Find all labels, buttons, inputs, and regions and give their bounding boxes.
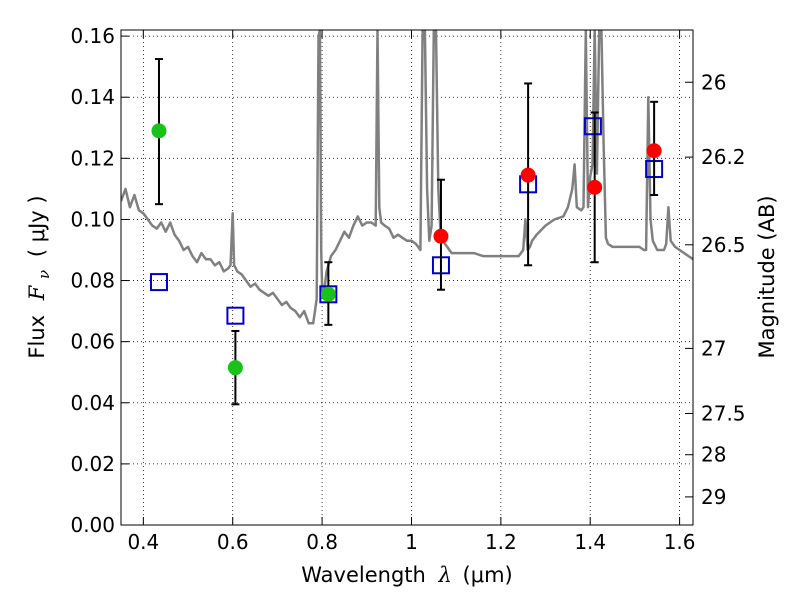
x-axis-label-unit: (μm) xyxy=(463,563,513,587)
model-band-square xyxy=(226,306,245,325)
y-axis-label-symbol: F xyxy=(25,284,49,301)
model-spectrum-line xyxy=(121,30,693,325)
y-tick-label: 0.00 xyxy=(70,513,115,537)
y-tick-label: 0.04 xyxy=(70,391,115,415)
observed-point xyxy=(320,286,336,302)
magnitude-tick-label: 26 xyxy=(701,70,726,94)
y-axis-label-unit: ( μJy ) xyxy=(25,195,49,257)
x-tick-label: 0.4 xyxy=(127,530,159,554)
y-tick-label: 0.14 xyxy=(70,85,115,109)
y-axis-label-prefix: Flux xyxy=(25,315,49,359)
magnitude-tick-label: 26.5 xyxy=(701,233,746,257)
x-axis-label-prefix: Wavelength xyxy=(301,563,426,587)
observed-point xyxy=(646,143,662,159)
magnitude-tick-label: 27.5 xyxy=(701,401,746,425)
y-tick-label: 0.06 xyxy=(70,330,115,354)
y-axis-ticks: 0.00 0.02 0.04 0.06 0.08 0.10 0.12 0.14 0.16 xyxy=(70,24,129,537)
x-tick-label: 1.2 xyxy=(485,530,517,554)
x-axis-label-symbol: λ xyxy=(438,563,452,587)
x-axis-label: Wavelength λ (μm) xyxy=(301,563,512,587)
x-tick-label: 0.6 xyxy=(217,530,249,554)
y-tick-label: 0.02 xyxy=(70,452,115,476)
observed-point xyxy=(520,167,536,183)
x-tick-label: 1.4 xyxy=(574,530,606,554)
model-spectrum xyxy=(121,30,693,325)
magnitude-tick-label: 29 xyxy=(701,485,726,509)
model-band-square xyxy=(149,273,168,292)
x-axis-ticks: 0.4 0.6 0.8 1 1.2 1.4 1.6 xyxy=(127,30,696,554)
y-tick-label: 0.08 xyxy=(70,269,115,293)
data-markers xyxy=(149,58,664,406)
plot-frame xyxy=(120,29,694,526)
y-tick-label: 0.10 xyxy=(70,207,115,231)
observed-point xyxy=(433,228,449,244)
magnitude-axis-label: Magnitude (AB) xyxy=(755,195,779,358)
model-band-square xyxy=(583,117,602,136)
x-tick-label: 0.8 xyxy=(306,530,338,554)
y-axis-label: Flux F ν ( μJy ) xyxy=(25,195,54,358)
x-tick-label: 1.6 xyxy=(664,530,696,554)
magnitude-tick-label: 26.2 xyxy=(701,145,746,169)
y-axis-label-subscript: ν xyxy=(35,270,53,279)
observed-point xyxy=(587,179,603,195)
observed-point xyxy=(227,360,243,376)
observed-point xyxy=(151,123,167,139)
magnitude-tick-label: 28 xyxy=(701,443,726,467)
grid-lines xyxy=(121,30,693,526)
magnitude-tick-label: 27 xyxy=(701,336,726,360)
y-tick-label: 0.16 xyxy=(70,24,115,48)
magnitude-axis-ticks: 26 26.2 26.5 27 27.5 28 29 xyxy=(685,70,746,509)
y-tick-label: 0.12 xyxy=(70,146,115,170)
x-tick-label: 1 xyxy=(405,530,418,554)
